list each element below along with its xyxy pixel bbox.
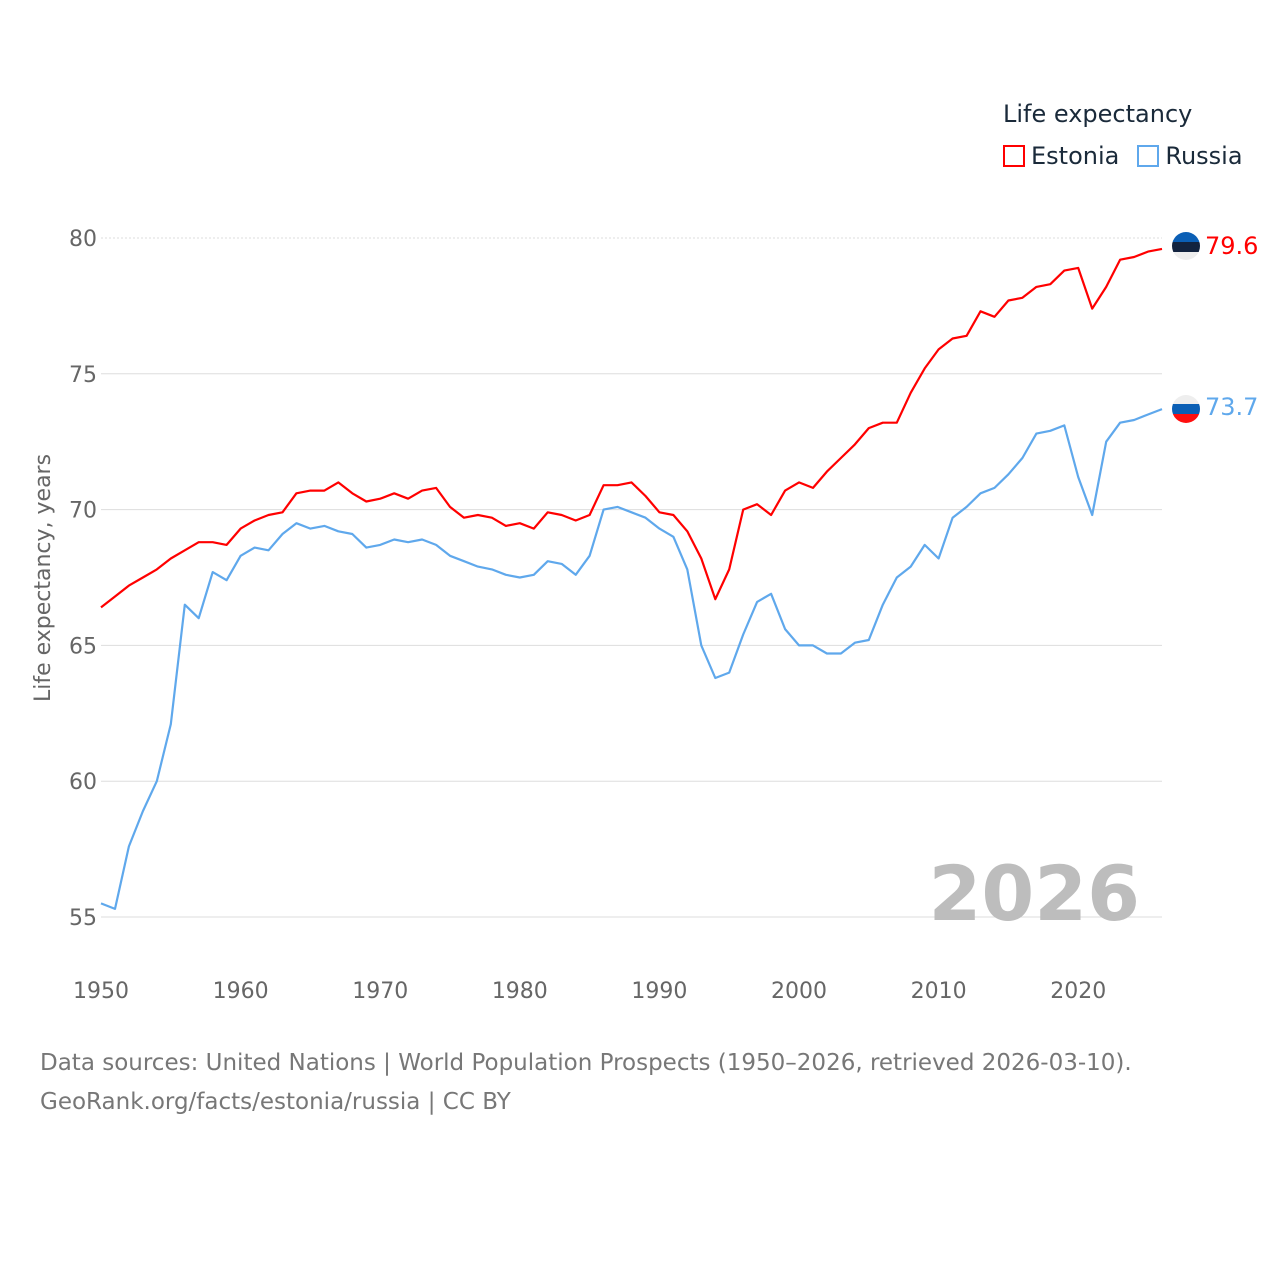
source-link[interactable]: GeoRank.org/facts/estonia/russia | CC BY xyxy=(40,1089,511,1115)
y-tick-label: 60 xyxy=(69,770,97,795)
x-tick-label: 1960 xyxy=(213,979,269,1004)
series-line-russia xyxy=(100,408,1163,911)
y-tick-label: 65 xyxy=(69,634,97,659)
y-tick-label: 55 xyxy=(69,906,97,931)
x-tick-label: 1980 xyxy=(492,979,548,1004)
x-axis-ticks: 1950 1960 1970 1980 1990 2000 2010 2020 xyxy=(73,979,1106,1004)
x-tick-label: 1950 xyxy=(73,979,129,1004)
end-markers: 79.6 73.7 xyxy=(1172,232,1258,423)
y-tick-label: 75 xyxy=(69,363,97,388)
x-tick-label: 1970 xyxy=(352,979,408,1004)
x-tick-label: 2020 xyxy=(1050,979,1106,1004)
legend-item-russia[interactable]: Russia xyxy=(1137,142,1243,170)
year-watermark: 2026 xyxy=(928,849,1140,938)
legend-item-estonia[interactable]: Estonia xyxy=(1003,142,1119,170)
x-tick-label: 1990 xyxy=(631,979,687,1004)
legend: Estonia Russia xyxy=(1003,142,1243,170)
russia-swatch xyxy=(1137,145,1160,167)
source-line: Data sources: United Nations | World Pop… xyxy=(40,1050,1132,1076)
estonia-end-label: 79.6 xyxy=(1205,232,1258,260)
series-lines xyxy=(100,247,1163,911)
x-tick-label: 2000 xyxy=(771,979,827,1004)
y-tick-label: 70 xyxy=(69,499,97,524)
y-axis-ticks: 55 60 65 70 75 80 xyxy=(69,227,97,931)
gridlines xyxy=(101,237,1162,918)
x-tick-label: 2010 xyxy=(911,979,967,1004)
series-line-estonia xyxy=(100,247,1163,609)
estonia-swatch xyxy=(1003,145,1025,167)
russia-end-label: 73.7 xyxy=(1205,393,1258,421)
estonia-flag-icon xyxy=(1172,232,1200,260)
russia-flag-icon xyxy=(1172,395,1200,423)
legend-label: Russia xyxy=(1165,142,1243,170)
source-note: Data sources: United Nations | World Pop… xyxy=(40,1044,1132,1122)
legend-title: Life expectancy xyxy=(1003,100,1193,128)
legend-label: Estonia xyxy=(1031,142,1120,170)
y-tick-label: 80 xyxy=(69,227,97,252)
y-axis-label: Life expectancy, years xyxy=(31,454,56,702)
